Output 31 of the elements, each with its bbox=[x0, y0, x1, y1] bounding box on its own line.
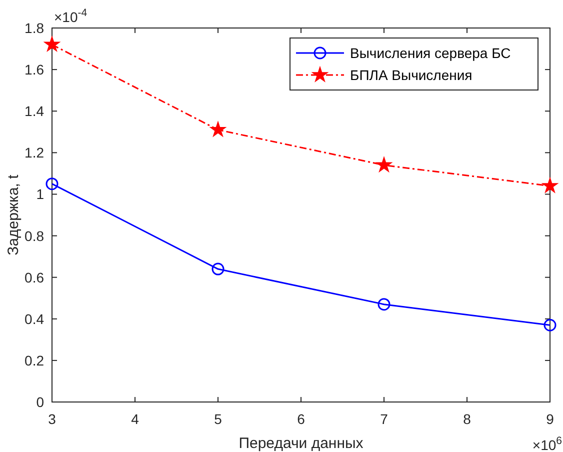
y-tick-label: 0.6 bbox=[24, 269, 44, 286]
x-tick-label: 9 bbox=[546, 411, 554, 427]
point bbox=[376, 156, 392, 172]
y-axis-title: Задержка, t bbox=[5, 174, 22, 256]
y-tick-label: 0.4 bbox=[24, 310, 44, 327]
point bbox=[210, 122, 226, 137]
point bbox=[44, 36, 60, 52]
y-tick-label: 1.8 bbox=[24, 20, 44, 36]
text: ×10$^{-4}$ bbox=[54, 7, 88, 25]
x-axis-title: Передачи данных bbox=[238, 435, 364, 452]
legend-label: Вычисления сервера БС bbox=[350, 45, 511, 61]
y-tick-label: 1.2 bbox=[24, 144, 44, 161]
text: ×10$^{6}$ bbox=[532, 435, 562, 452]
y-tick-label: 0.8 bbox=[24, 228, 44, 244]
x-tick-label: 8 bbox=[463, 411, 472, 427]
y-tick-label: 1 bbox=[36, 186, 44, 202]
y-tick-label: 0.2 bbox=[24, 352, 44, 368]
point bbox=[212, 262, 224, 276]
y-tick-label: 0 bbox=[36, 394, 44, 410]
x-tick-label: 7 bbox=[380, 411, 388, 427]
point bbox=[378, 298, 390, 311]
point bbox=[544, 318, 556, 332]
x-tick-label: 3 bbox=[48, 411, 56, 427]
y-tick-label: 1.6 bbox=[24, 62, 44, 78]
legend-label: БПЛА Вычисления bbox=[350, 67, 472, 83]
x-tick-label: 5 bbox=[214, 411, 222, 427]
y-tick-label: 1.4 bbox=[24, 103, 44, 120]
x-tick-label: 6 bbox=[297, 411, 306, 427]
point bbox=[46, 178, 58, 190]
point bbox=[542, 178, 558, 193]
x-tick-label: 4 bbox=[131, 411, 140, 427]
